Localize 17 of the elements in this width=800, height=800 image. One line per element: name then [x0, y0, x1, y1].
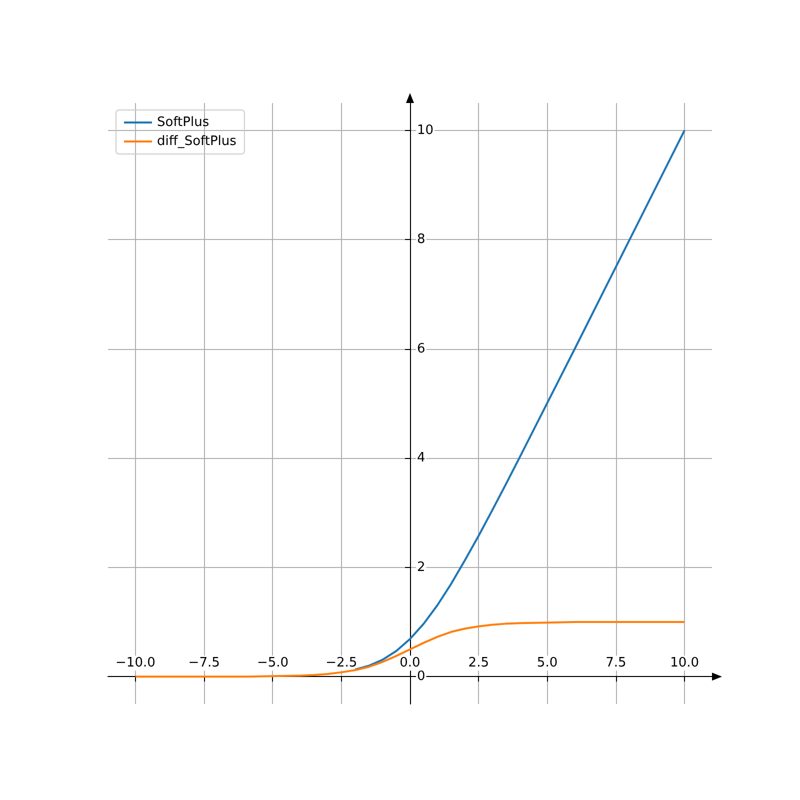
x-tick-label: 5.0: [536, 656, 558, 671]
x-tick-label: 7.5: [606, 656, 626, 671]
y-tick-label: 8: [417, 232, 426, 248]
y-tick-label: 0: [417, 669, 426, 684]
y-tick-label: 6: [417, 341, 426, 356]
x-tick-label: −2.5: [326, 656, 358, 671]
legend-label: SoftPlus: [157, 115, 210, 130]
legend-label: diff_SoftPlus: [157, 134, 237, 149]
y-tick-label: 2: [417, 560, 426, 575]
y-tick-label: 4: [417, 450, 426, 466]
x-tick-label: 0.0: [400, 656, 420, 671]
x-tick-label: 2.5: [468, 656, 489, 671]
x-tick-label: −7.5: [188, 656, 220, 671]
y-tick-label: 10: [417, 122, 434, 138]
x-tick-label: −10.0: [116, 656, 156, 671]
x-tick-label: −5.0: [256, 656, 289, 671]
x-tick-label: 10.0: [670, 656, 700, 671]
